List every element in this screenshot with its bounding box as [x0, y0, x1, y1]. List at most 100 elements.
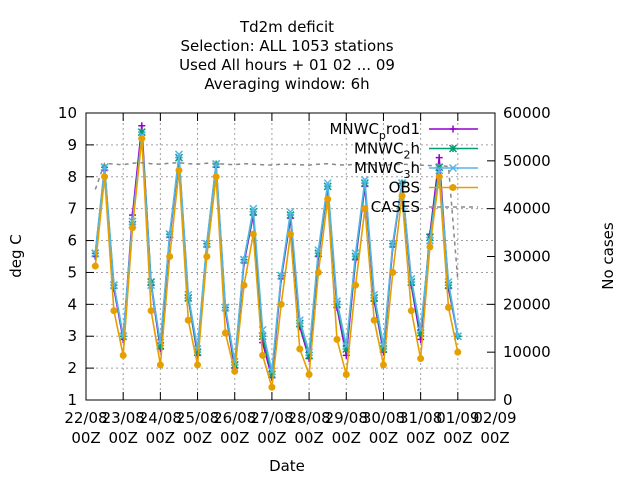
- data-point: [240, 281, 248, 289]
- data-point: [231, 367, 239, 375]
- plot-area: [91, 122, 462, 391]
- data-point: [156, 361, 164, 369]
- data-point: [342, 341, 351, 350]
- x-tick-label-hour: 00Z: [257, 429, 286, 447]
- y-tick-label: 3: [67, 327, 77, 345]
- x-tick-label-date: 31/08: [399, 409, 442, 427]
- data-point: [147, 307, 155, 315]
- data-point: [91, 262, 99, 270]
- y-tick-label: 9: [67, 136, 77, 154]
- data-point: [445, 304, 453, 312]
- series-line: [94, 135, 459, 372]
- data-point: [287, 230, 294, 238]
- data-point: [268, 383, 276, 391]
- legend-label: OBS: [389, 179, 420, 197]
- y-tick-label: 4: [67, 295, 77, 313]
- title-line-2: Selection: ALL 1053 stations: [180, 37, 393, 55]
- title-line-1: Td2m deficit: [239, 18, 334, 36]
- data-point: [184, 316, 192, 324]
- plot-frame: [85, 112, 496, 401]
- y-tick-label: 10: [58, 104, 77, 122]
- x-tick-label-date: 30/08: [362, 409, 405, 427]
- x-tick-label-date: 24/08: [139, 409, 182, 427]
- x-tick-label-date: 25/08: [176, 409, 219, 427]
- data-point: [203, 253, 211, 260]
- data-point: [296, 345, 304, 353]
- data-point: [175, 166, 183, 174]
- data-point: [323, 179, 332, 188]
- legend-label: MNWCprod1: [329, 120, 420, 142]
- legend-label: CASES: [371, 198, 420, 216]
- x-tick-label-date: 01/09: [436, 409, 479, 427]
- legend-label: MNWC2h: [354, 140, 420, 162]
- x-tick-label-date: 02/09: [473, 409, 516, 427]
- data-point: [221, 303, 230, 312]
- y2-tick-label: 50000: [503, 152, 551, 170]
- y-tick-label: 1: [67, 391, 77, 409]
- y2-tick-label: 40000: [503, 200, 551, 218]
- data-point: [352, 281, 360, 289]
- data-point: [174, 150, 183, 159]
- legend-item: MNWC2h: [354, 140, 478, 162]
- legend-item: MNWCprod1: [329, 120, 478, 142]
- series-cases: [94, 161, 459, 281]
- data-point: [425, 236, 434, 245]
- data-point: [184, 290, 193, 299]
- x-tick-label-hour: 00Z: [220, 429, 249, 447]
- data-point: [286, 207, 295, 216]
- data-point: [398, 179, 407, 188]
- y-tick-label: 5: [67, 263, 77, 281]
- data-point: [194, 361, 202, 369]
- data-point: [351, 249, 360, 258]
- data-point: [101, 173, 109, 181]
- legend-item: CASES: [371, 198, 478, 216]
- data-point: [361, 205, 369, 213]
- data-point: [212, 173, 220, 181]
- data-point: [259, 351, 267, 359]
- y-tick-label: 6: [67, 232, 77, 250]
- data-point: [305, 370, 313, 378]
- y-axis-label: deg C: [7, 234, 25, 278]
- data-point: [128, 224, 136, 232]
- x-tick-label-date: 29/08: [325, 409, 368, 427]
- data-point: [379, 361, 387, 369]
- data-point: [249, 204, 258, 213]
- title-line-4: Averaging window: 6h: [204, 75, 369, 93]
- x-tick-label-hour: 00Z: [369, 429, 398, 447]
- data-point: [137, 128, 146, 137]
- y2-tick-label: 60000: [503, 104, 551, 122]
- data-point: [426, 243, 434, 251]
- data-point: [448, 144, 458, 153]
- x-tick-label-hour: 00Z: [443, 429, 472, 447]
- data-point: [277, 300, 285, 308]
- data-point: [166, 253, 174, 260]
- y2-axis-label: No cases: [599, 222, 617, 290]
- data-point: [448, 163, 458, 173]
- series-line: [94, 138, 459, 388]
- y2-tick-label: 0: [503, 391, 513, 409]
- data-point: [100, 163, 109, 172]
- data-point: [258, 332, 267, 341]
- data-point: [342, 370, 350, 378]
- x-tick-label-hour: 00Z: [108, 429, 137, 447]
- data-point: [407, 307, 415, 315]
- data-point: [277, 271, 286, 280]
- x-tick-label-date: 23/08: [102, 409, 145, 427]
- chart-title: Td2m deficit Selection: ALL 1053 station…: [179, 18, 395, 93]
- data-point: [119, 351, 127, 359]
- legend-label: MNWC3h: [354, 159, 420, 181]
- data-point: [324, 195, 332, 203]
- data-point: [454, 348, 462, 356]
- data-point: [449, 184, 457, 191]
- data-point: [147, 281, 156, 290]
- x-tick-label-hour: 00Z: [480, 429, 509, 447]
- data-point: [333, 335, 341, 343]
- x-tick-label-hour: 00Z: [332, 429, 361, 447]
- x-tick-label-date: 28/08: [287, 409, 330, 427]
- y2-tick-label: 30000: [503, 248, 551, 266]
- legend-item: OBS: [389, 179, 478, 197]
- x-tick-label-hour: 00Z: [183, 429, 212, 447]
- data-point: [221, 329, 229, 337]
